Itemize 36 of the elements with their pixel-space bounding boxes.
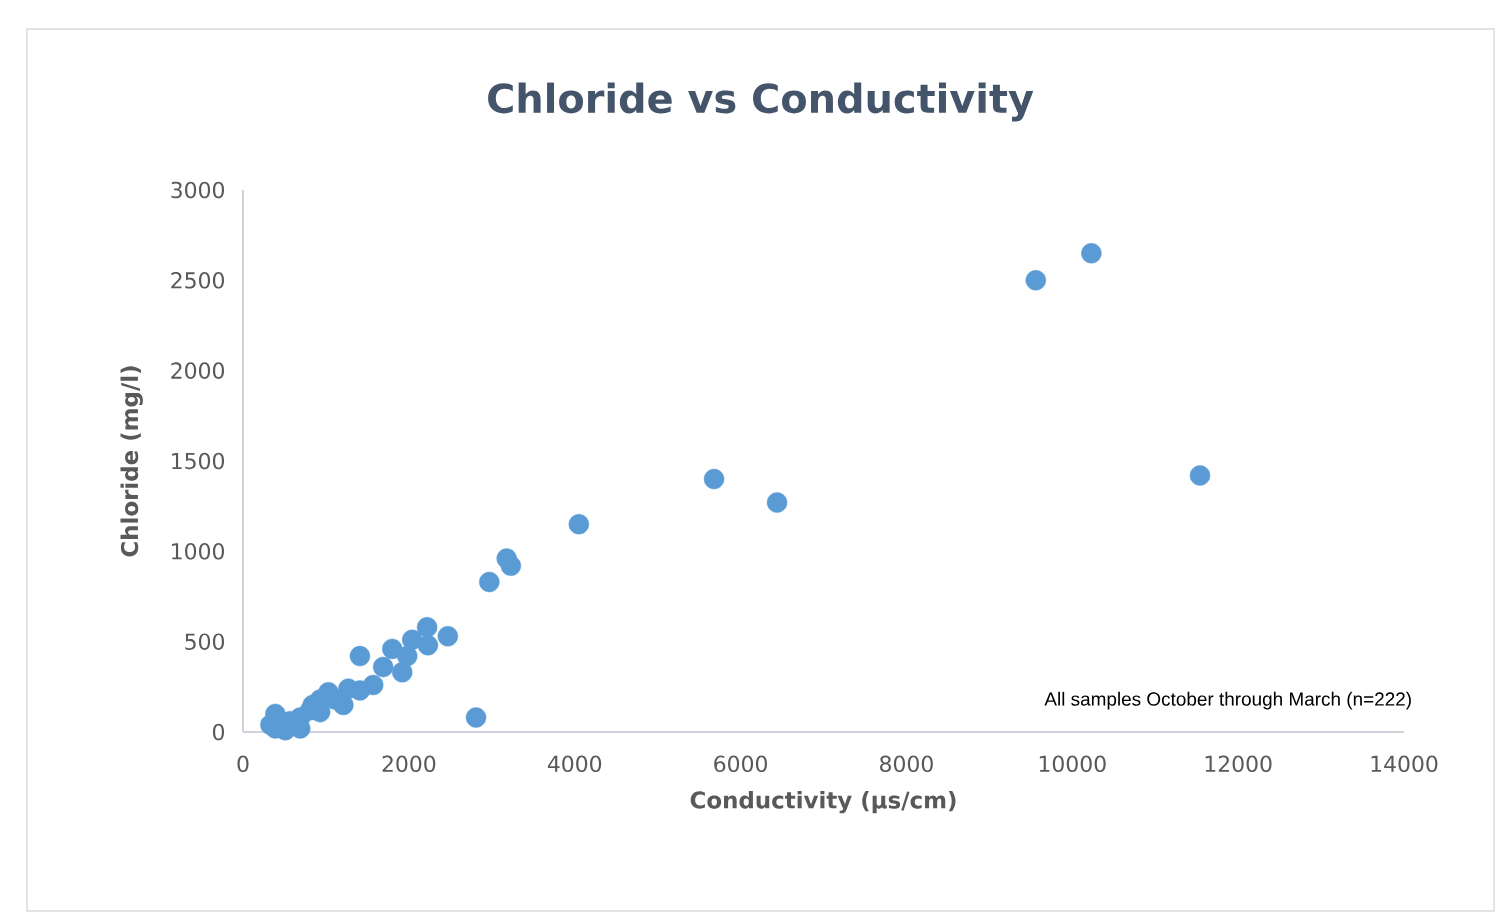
x-tick-label: 14000	[1371, 755, 1438, 773]
point	[1081, 243, 1102, 264]
point	[349, 645, 371, 667]
annotation: All samples October through March (n=222)	[1044, 691, 1411, 710]
y-tick-label: 0	[212, 723, 225, 741]
point	[416, 617, 438, 638]
x-axis-title: Conductivity (µs/cm)	[690, 790, 956, 814]
point	[1025, 270, 1047, 291]
point	[417, 635, 439, 656]
point	[437, 626, 459, 647]
point	[766, 492, 788, 513]
point	[703, 468, 725, 490]
point	[568, 514, 590, 535]
y-tick-label: 500	[185, 633, 225, 650]
x-tick-label: 6000	[714, 755, 767, 773]
point	[382, 638, 403, 660]
point	[392, 662, 413, 683]
point	[372, 656, 394, 678]
x-tick-label: 8000	[880, 755, 933, 773]
x-tick-label: 2000	[382, 755, 436, 773]
y-tick-label: 2000	[171, 362, 225, 379]
y-axis-title: Chloride (mg/l)	[120, 366, 143, 557]
x-tick-label: 4000	[547, 755, 602, 773]
x-tick-label: 10000	[1039, 755, 1106, 773]
y-tick-label: 3000	[171, 181, 225, 199]
point	[465, 707, 487, 728]
point	[1189, 465, 1211, 486]
y-tick-label: 1500	[172, 452, 225, 470]
point	[500, 555, 522, 576]
point	[479, 571, 500, 593]
y-tick-label: 1000	[172, 543, 225, 560]
point	[397, 645, 418, 667]
chart-title: Chloride vs Conductivity	[488, 82, 1034, 122]
y-tick-label: 2500	[171, 272, 225, 289]
x-tick-label: 12000	[1205, 755, 1272, 773]
x-tick-label: 0	[237, 755, 249, 773]
